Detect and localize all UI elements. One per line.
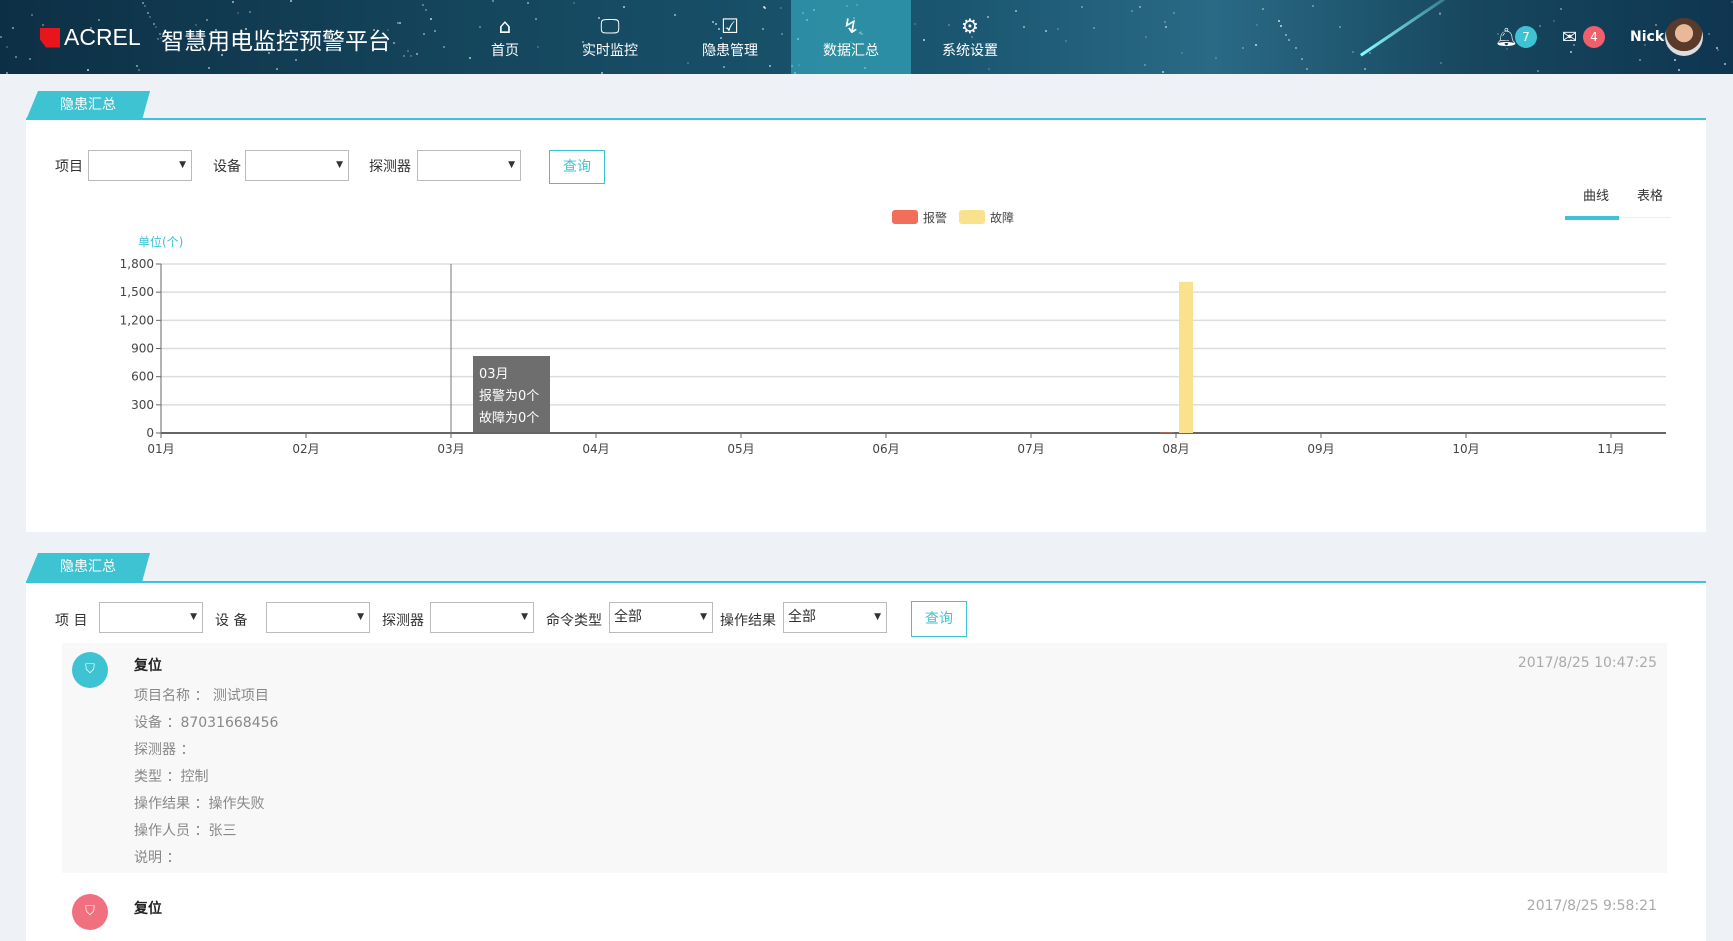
command-type-label: 命令类型 bbox=[546, 610, 602, 630]
item-project: 项目名称 ： 测试项目 bbox=[134, 685, 269, 705]
project-label: 项 目 bbox=[55, 610, 87, 630]
tooltip-title: 03月 bbox=[479, 367, 509, 382]
operation-result-select[interactable]: 全部 bbox=[783, 602, 887, 633]
y-tick-label: 1,800 bbox=[120, 257, 154, 271]
x-tick-label: 01月 bbox=[147, 442, 174, 456]
device-label: 设 备 bbox=[215, 610, 247, 630]
operation-result-label: 操作结果 bbox=[720, 610, 776, 630]
query-button[interactable]: 查询 bbox=[911, 601, 967, 637]
bar-fault bbox=[1179, 282, 1193, 433]
shield-icon: ⛉ bbox=[72, 652, 108, 688]
item-note: 说明 ： bbox=[134, 847, 180, 867]
detector-select[interactable] bbox=[430, 602, 534, 633]
item-operator: 操作人员 ：张三 bbox=[134, 820, 236, 840]
bar-chart: 单位(个) 0 300 600 900 1,200 1,500 1,800 01月 02月 03月 0… bbox=[0, 0, 1733, 532]
x-tick-label: 03月 bbox=[437, 442, 464, 456]
y-tick-label: 900 bbox=[131, 342, 154, 356]
list-item[interactable] bbox=[62, 643, 1667, 873]
detector-label: 探测器 bbox=[382, 610, 424, 630]
legend-label: 故障 bbox=[990, 210, 1014, 225]
y-tick-label: 0 bbox=[146, 426, 154, 440]
section-tab-log[interactable]: 隐患汇总 bbox=[26, 553, 150, 582]
item-title: 复位 bbox=[134, 898, 162, 918]
x-tick-label: 05月 bbox=[727, 442, 754, 456]
legend-label: 报警 bbox=[923, 210, 947, 225]
x-tick-label: 07月 bbox=[1017, 442, 1044, 456]
y-tick-label: 300 bbox=[131, 398, 154, 412]
item-title: 复位 bbox=[134, 655, 162, 675]
legend-swatch bbox=[892, 210, 918, 224]
item-date: 2017/8/25 9:58:21 bbox=[1527, 898, 1657, 914]
x-tick-label: 02月 bbox=[292, 442, 319, 456]
item-result: 操作结果 ：操作失败 bbox=[134, 793, 264, 813]
y-axis-unit-label: 单位(个) bbox=[138, 234, 183, 249]
x-tick-label: 10月 bbox=[1452, 442, 1479, 456]
x-tick-label: 06月 bbox=[872, 442, 899, 456]
x-tick-label: 04月 bbox=[582, 442, 609, 456]
item-detector: 探测器 ： bbox=[134, 739, 194, 759]
x-tick-label: 08月 bbox=[1162, 442, 1189, 456]
legend-swatch bbox=[959, 210, 985, 224]
tooltip-alarm: 报警为0个 bbox=[479, 388, 539, 404]
device-select[interactable] bbox=[266, 602, 370, 633]
project-select[interactable] bbox=[99, 602, 203, 633]
y-tick-label: 600 bbox=[131, 370, 154, 384]
item-device: 设备 ：87031668456 bbox=[134, 712, 278, 732]
x-tick-label: 09月 bbox=[1307, 442, 1334, 456]
y-tick-label: 1,200 bbox=[120, 313, 154, 327]
tooltip-fault: 故障为0个 bbox=[479, 411, 539, 426]
item-date: 2017/8/25 10:47:25 bbox=[1518, 655, 1657, 671]
x-tick-label: 11月 bbox=[1597, 442, 1624, 456]
y-tick-label: 1,500 bbox=[120, 285, 154, 299]
command-type-select[interactable]: 全部 bbox=[609, 602, 713, 633]
item-type: 类型 ：控制 bbox=[134, 766, 208, 786]
